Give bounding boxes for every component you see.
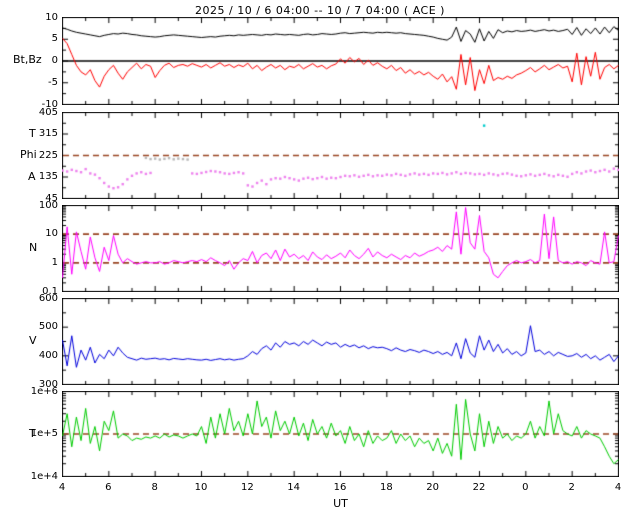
y-tick-label: 600 xyxy=(38,292,58,304)
y-tick-label: 315 xyxy=(38,128,58,139)
x-tick-label: 22 xyxy=(472,482,486,493)
ylabel-phi: Phi xyxy=(20,148,37,161)
y-tick-label: 225 xyxy=(38,149,58,161)
y-tick-label: 1e+5 xyxy=(30,428,58,439)
x-axis-label: UT xyxy=(333,497,348,510)
y-tick-label: 300 xyxy=(38,378,58,390)
x-tick-label: 4 xyxy=(58,482,66,493)
y-tick-label: 1e+6 xyxy=(30,385,58,397)
y-tick-label: 45 xyxy=(45,192,58,204)
figure-title: 2025 / 10 / 6 04:00 -- 10 / 7 04:00 ( AC… xyxy=(195,4,445,17)
x-tick-label: 20 xyxy=(426,482,440,493)
ylabel-t: T xyxy=(29,427,36,440)
x-tick-label: 14 xyxy=(287,482,301,493)
y-tick-label: 405 xyxy=(38,106,58,118)
y-tick-label: 0.1 xyxy=(42,285,58,297)
ylabel-n: N xyxy=(29,241,38,254)
y-tick-label: -5 xyxy=(48,76,58,88)
x-tick-label: 4 xyxy=(614,482,622,493)
x-tick-label: 16 xyxy=(333,482,347,493)
panel-density-canvas xyxy=(62,205,619,292)
panel-temperature-canvas xyxy=(62,391,619,477)
panel-bt-bz-canvas xyxy=(62,17,619,105)
y-tick-label: 0 xyxy=(51,55,58,66)
y-tick-label: 400 xyxy=(38,349,58,361)
y-tick-label: 135 xyxy=(38,171,58,182)
x-tick-label: 10 xyxy=(194,482,208,493)
y-tick-label: 1 xyxy=(51,256,58,268)
y-tick-label: 500 xyxy=(38,321,58,333)
x-tick-label: 2 xyxy=(568,482,575,493)
y-tick-label: 100 xyxy=(38,199,58,211)
panel-speed-canvas xyxy=(62,298,619,385)
ylabel-t-phi: T xyxy=(29,127,36,140)
y-tick-label: -10 xyxy=(41,98,58,110)
y-tick-label: 10 xyxy=(45,11,58,23)
ylabel-v: V xyxy=(29,334,37,347)
x-tick-label: 18 xyxy=(379,482,393,493)
x-tick-label: 12 xyxy=(240,482,254,493)
x-tick-label: 0 xyxy=(522,482,529,493)
panel-phi-canvas xyxy=(62,112,619,199)
ylabel-bt-bz: Bt,Bz xyxy=(13,53,42,66)
x-tick-label: 8 xyxy=(151,482,158,493)
y-tick-label: 5 xyxy=(51,33,58,45)
x-tick-label: 6 xyxy=(105,482,112,493)
y-tick-label: 1e+4 xyxy=(30,470,58,482)
ylabel-a: A xyxy=(28,170,36,183)
y-tick-label: 10 xyxy=(45,228,58,240)
